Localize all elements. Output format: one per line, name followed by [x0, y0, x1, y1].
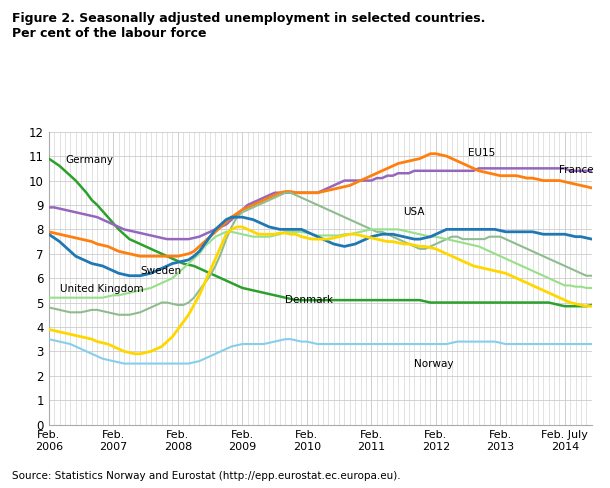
Text: Sweden: Sweden — [140, 266, 181, 276]
Text: Source: Statistics Norway and Eurostat (http://epp.eurostat.ec.europa.eu).: Source: Statistics Norway and Eurostat (… — [12, 471, 401, 481]
Text: Per cent of the labour force: Per cent of the labour force — [12, 27, 207, 40]
Text: EU15: EU15 — [468, 147, 495, 158]
Text: United Kingdom: United Kingdom — [60, 284, 143, 294]
Text: USA: USA — [404, 207, 425, 217]
Text: Norway: Norway — [414, 359, 454, 368]
Text: Figure 2. Seasonally adjusted unemployment in selected countries.: Figure 2. Seasonally adjusted unemployme… — [12, 12, 486, 25]
Text: France: France — [559, 164, 594, 175]
Text: Germany: Germany — [65, 155, 113, 165]
Text: Denmark: Denmark — [285, 295, 333, 305]
